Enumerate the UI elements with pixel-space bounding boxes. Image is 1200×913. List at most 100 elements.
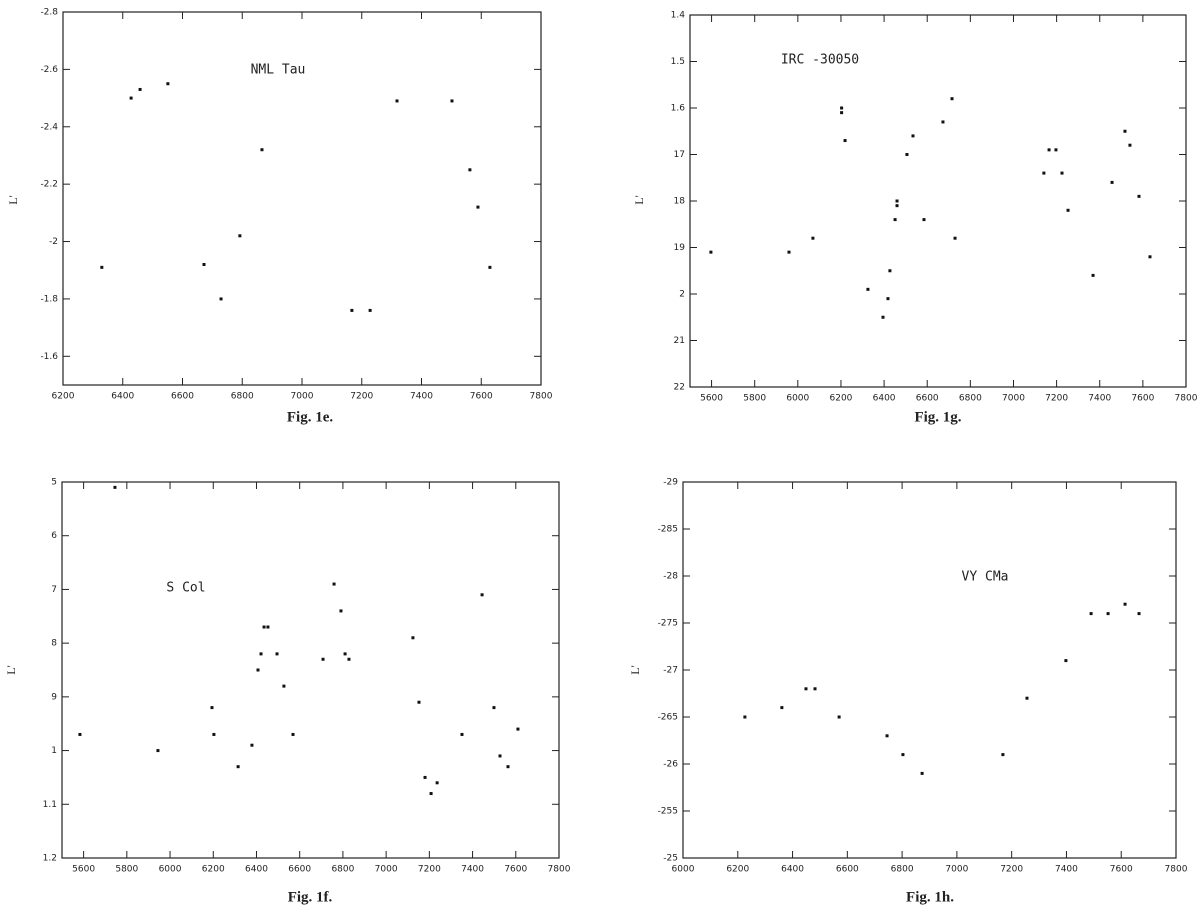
point [347,657,351,661]
panel: 5600 5800 6000 6200 6400 6600 6800 7000 7200 7400… [4,478,571,906]
point [1091,273,1095,277]
x-tick-label: 7600 [1110,865,1133,875]
x-tick-label: 6400 [245,865,268,875]
y-tick-label: -285 [658,525,678,535]
y-tick-label: 1.2 [43,854,57,864]
point [950,97,954,101]
x-tick-label: 5800 [743,394,766,404]
point [837,715,841,719]
point [266,625,270,629]
point [506,765,510,769]
point [210,706,214,710]
x-tick-label: 7800 [530,392,553,402]
y-tick-label: -29 [663,478,678,488]
point [498,754,502,758]
point [743,715,747,719]
point [843,139,847,143]
x-tick-label: 7400 [1055,865,1078,875]
point [138,87,142,91]
y-tick-label: 22 [674,383,685,393]
point [129,96,133,100]
x-tick-label: 6800 [891,865,914,875]
y-tick-label: -27 [663,666,678,676]
y-tick-label: 19 [674,243,686,253]
point [911,134,915,138]
point [813,687,817,691]
point [238,234,242,238]
x-tick-label: 6600 [288,865,311,875]
point [895,199,899,203]
x-tick-label: 6800 [231,392,254,402]
panel: 6000 6200 6400 6600 6800 7000 7200 7400 7600 7800… [628,478,1188,906]
point [888,269,892,273]
point [260,148,264,152]
x-tick-label: 7200 [418,865,441,875]
plot-frame [682,481,1177,859]
point [219,297,223,301]
point [78,732,82,736]
y-tick-label: 17 [674,150,685,160]
panel: 6200 6400 6600 6800 7000 7200 7400 7600 7800 -2.8… [6,8,553,426]
x-tick-label: 6600 [916,394,939,404]
point [1106,612,1110,616]
x-tick-label: 7400 [410,392,433,402]
point [885,734,889,738]
point [460,732,464,736]
point [1148,255,1152,259]
y-axis-label: L' [4,665,18,675]
point [1054,148,1058,152]
y-tick-label: -2.6 [40,65,58,75]
x-tick-label: 6600 [836,865,859,875]
point [840,106,844,110]
y-tick-label: 1.1 [43,800,57,810]
point [709,250,713,254]
point [1110,180,1114,184]
point [339,609,343,613]
point [411,636,415,640]
point [866,287,870,291]
y-tick-label: 21 [674,336,685,346]
y-tick-label: -28 [663,572,678,582]
x-tick-label: 6400 [111,392,134,402]
point [468,168,472,172]
point [895,204,899,208]
x-tick-label: 7800 [548,865,571,875]
y-tick-label: 2 [679,290,685,300]
point [368,308,372,312]
y-tick-label: -1.8 [40,294,58,304]
point [423,775,427,779]
y-tick-label: 8 [51,639,57,649]
point [1064,659,1068,663]
point [1066,208,1070,212]
x-tick-label: 6200 [202,865,225,875]
point [905,153,909,156]
point [450,99,454,103]
x-tick-label: 6000 [786,394,809,404]
point [476,205,480,209]
x-tick-label: 6800 [331,865,354,875]
y-tick-label: -2.2 [40,180,58,190]
x-tick-label: 7600 [1131,394,1154,404]
y-tick-label: -26 [663,760,678,770]
x-tick-label: 6600 [171,392,194,402]
plot-title: VY CMa [962,570,1009,585]
point [922,218,926,222]
y-tick-label: 1.5 [671,57,685,67]
point [321,657,325,661]
point [840,111,844,115]
y-tick-label: 7 [51,585,57,595]
point [1137,612,1141,616]
plot-frame [689,14,1187,388]
point [1123,129,1127,133]
x-tick-label: 7800 [1165,865,1188,875]
panel: 5600 5800 6000 6200 6400 6600 6800 7000 7200 7400… [632,11,1198,426]
x-tick-label: 7000 [945,865,968,875]
point [953,236,957,240]
x-tick-label: 7200 [350,392,373,402]
point [901,753,905,757]
x-tick-label: 5600 [72,865,95,875]
figure-caption: Fig. 1e. [287,409,333,425]
point [435,781,439,785]
x-tick-label: 6200 [830,394,853,404]
x-tick-label: 6000 [159,865,182,875]
